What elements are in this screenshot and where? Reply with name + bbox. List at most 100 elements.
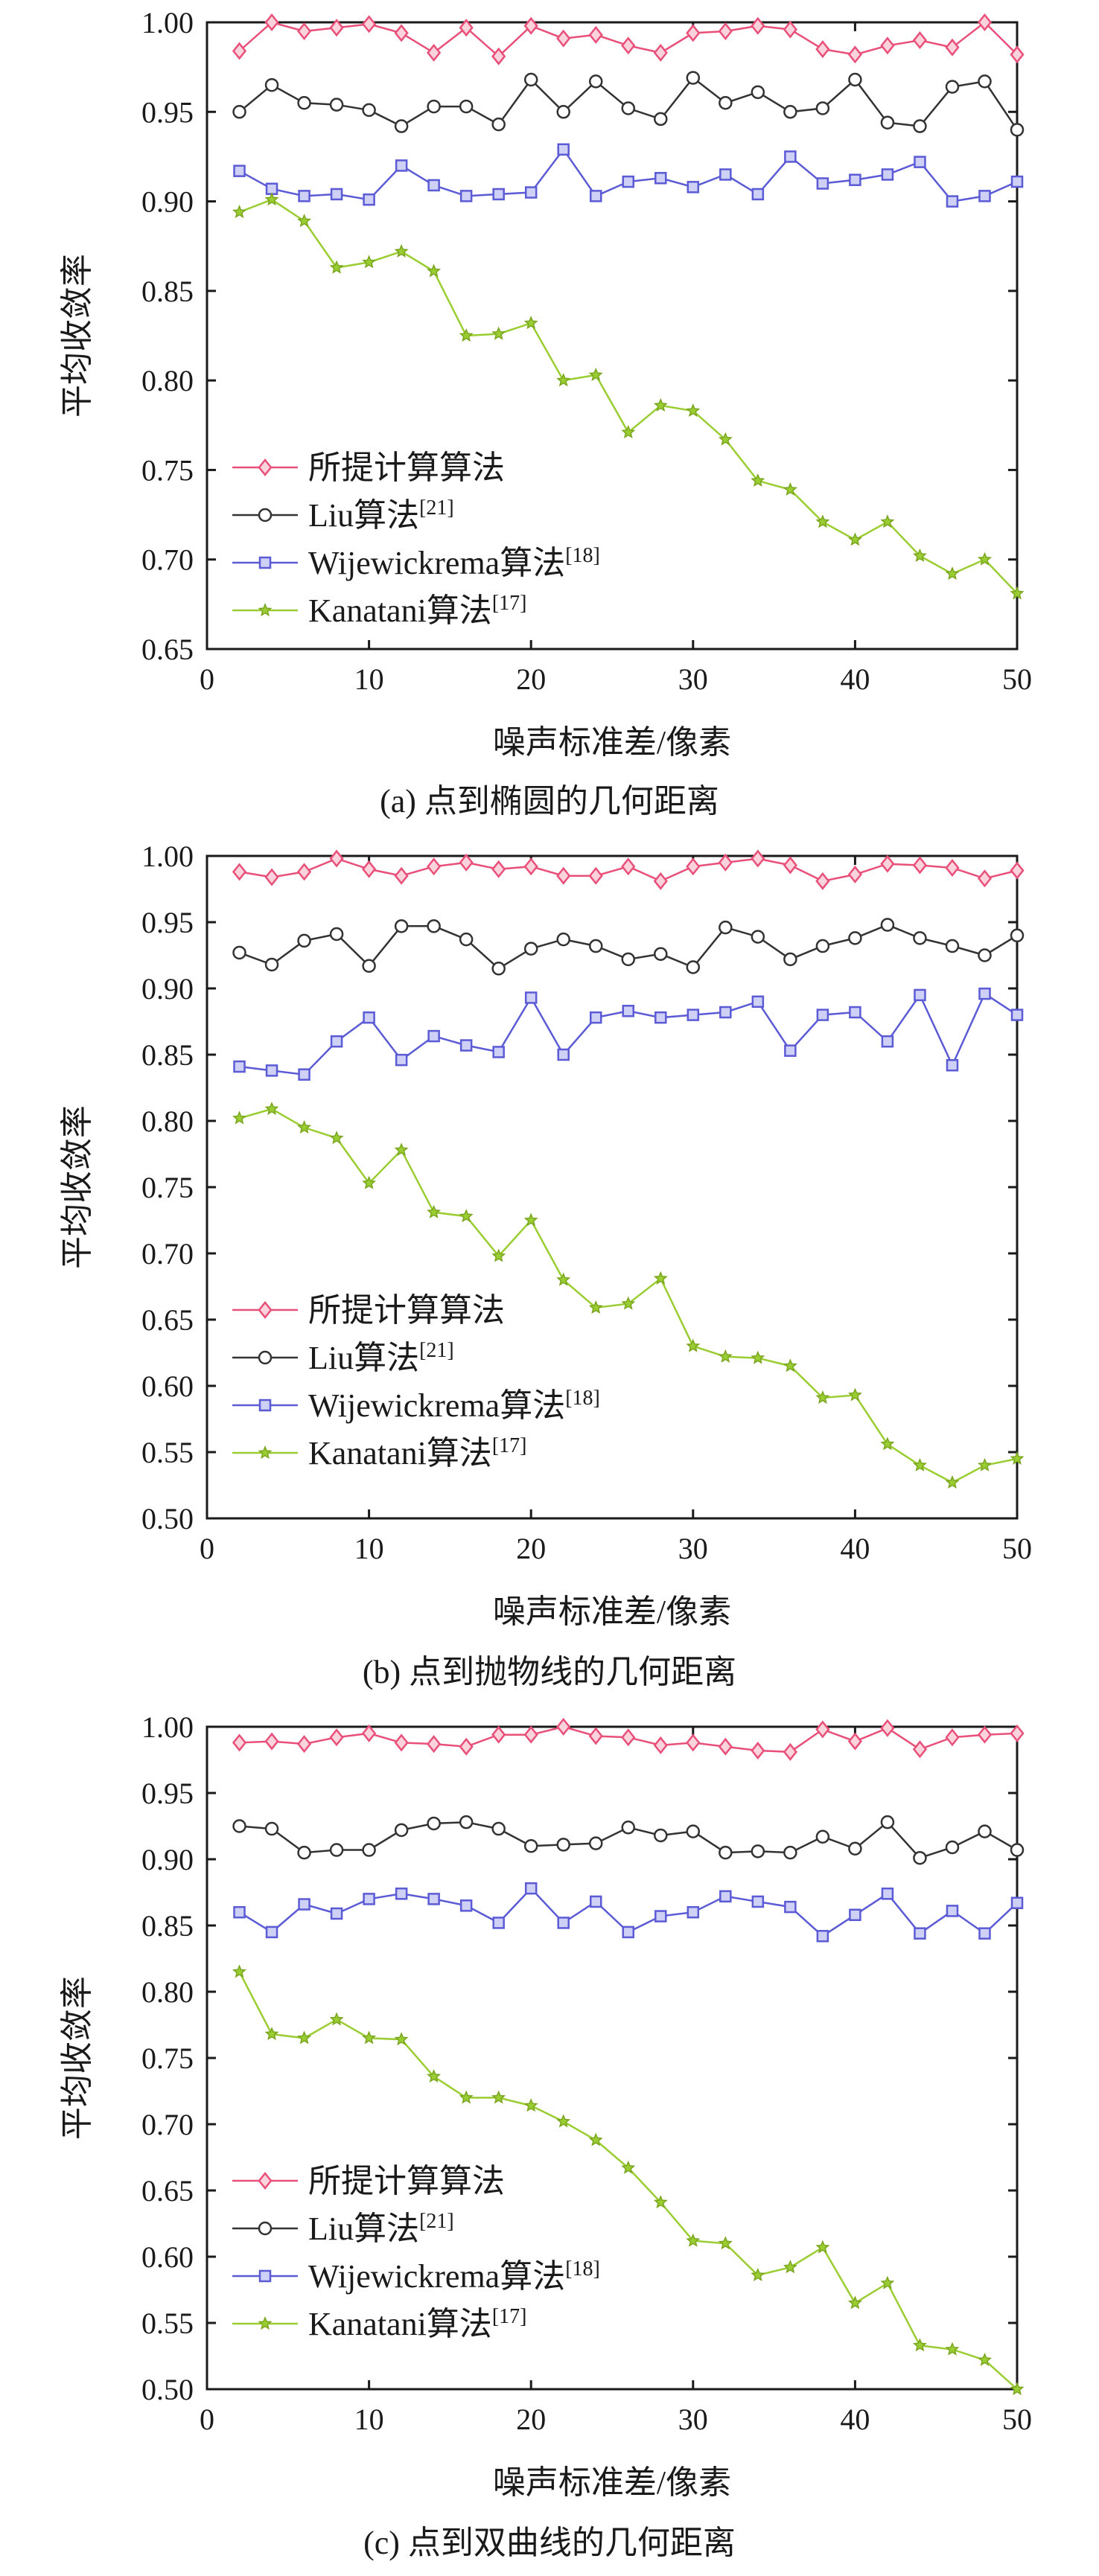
data-point: [978, 2352, 992, 2366]
data-point: [362, 255, 377, 269]
data-point: [913, 1850, 927, 1865]
data-point: [329, 260, 344, 274]
data-point: [589, 1895, 602, 1908]
legend-marker: [258, 1445, 273, 1460]
data-point: [297, 1845, 311, 1860]
y-tick-label: 0.65: [141, 2174, 194, 2208]
data-point: [783, 482, 797, 496]
data-point: [427, 179, 440, 192]
series-3: [232, 1964, 1025, 2396]
data-point: [523, 316, 538, 330]
data-point: [329, 2012, 344, 2026]
chart-panel-b: 0.50 0.55 0.60 0.65 0.70 0.75 0.80 0.85 0.90 0.95…: [0, 834, 1099, 1690]
data-point: [557, 1048, 570, 1061]
data-point: [394, 919, 409, 933]
data-point: [977, 1725, 993, 1744]
data-point: [816, 1929, 829, 1943]
y-tick-label: 0.70: [141, 543, 194, 577]
data-point: [297, 933, 311, 948]
legend-marker: [258, 603, 273, 617]
data-point: [816, 1009, 829, 1021]
y-tick-label: 0.65: [141, 633, 194, 666]
data-point: [880, 514, 895, 528]
legend-entry-label: Wijewickrema算法[18]: [308, 544, 600, 581]
data-point: [751, 1895, 765, 1908]
data-point: [362, 1175, 377, 1189]
data-point: [1010, 45, 1025, 64]
data-point: [588, 939, 603, 953]
data-point: [847, 2295, 862, 2310]
data-point: [686, 403, 701, 418]
data-point: [912, 2338, 927, 2352]
data-point: [427, 263, 442, 278]
data-point: [556, 373, 571, 387]
data-point: [459, 853, 474, 872]
data-point: [654, 1910, 667, 1923]
data-point: [264, 13, 279, 32]
data-point: [523, 72, 538, 87]
x-axis-label: 噪声标准差/像素: [493, 2464, 731, 2501]
data-point: [556, 2114, 571, 2128]
data-point: [621, 1728, 636, 1747]
data-point: [913, 119, 927, 133]
y-axis-label: 平均收敛率: [59, 254, 95, 418]
data-point: [653, 2195, 668, 2209]
data-point: [523, 1725, 538, 1744]
plot-frame: [206, 21, 1019, 651]
data-point: [881, 168, 894, 181]
data-point: [849, 173, 861, 186]
x-tick-label: 10: [354, 1532, 384, 1565]
legend: 所提计算算法 Liu算法[21] Wijewickrema算法[18] Kanatan…: [232, 1292, 600, 1471]
y-tick-label: 0.75: [141, 453, 194, 487]
data-point: [588, 2132, 603, 2147]
y-tick-label: 1.00: [141, 1710, 194, 1744]
chart-panel-c: 0.50 0.55 0.60 0.65 0.70 0.75 0.80 0.85 0.90 0.95…: [0, 1704, 1099, 2561]
y-axis-label: 平均收敛率: [59, 1976, 95, 2140]
y-tick-label: 0.60: [141, 1370, 194, 1403]
data-point: [523, 16, 538, 35]
data-point: [232, 42, 247, 60]
data-point: [977, 869, 993, 888]
data-point: [264, 1732, 279, 1751]
legend-entry-label: 所提计算算法: [308, 450, 505, 486]
series-line: [238, 147, 1018, 202]
data-point: [686, 857, 701, 876]
legend-marker: [258, 458, 273, 477]
data-point: [362, 1843, 376, 1857]
legend-marker: [258, 1350, 273, 1365]
chart-caption: (c) 点到双曲线的几何距离: [363, 2525, 736, 2561]
data-point: [945, 1474, 960, 1489]
data-point: [912, 31, 928, 50]
data-point: [719, 1845, 733, 1860]
data-point: [363, 193, 375, 206]
data-point: [588, 74, 603, 89]
data-point: [427, 43, 442, 62]
data-point: [232, 945, 246, 960]
data-point: [232, 1964, 246, 1978]
data-point: [491, 860, 506, 878]
data-point: [265, 1925, 278, 1939]
data-point: [556, 866, 571, 885]
data-point: [977, 13, 993, 32]
data-point: [427, 1816, 441, 1831]
data-point: [847, 1387, 862, 1402]
data-point: [492, 1917, 505, 1929]
data-point: [556, 932, 570, 947]
chart-c: 0.50 0.55 0.60 0.65 0.70 0.75 0.80 0.85 0.90 0.95…: [59, 1710, 1032, 2501]
y-tick-label: 0.80: [141, 1975, 194, 2009]
data-point: [459, 932, 474, 947]
x-tick-label: 0: [200, 1532, 214, 1565]
series-2: [233, 1882, 1024, 1943]
data-point: [1010, 123, 1025, 137]
data-point: [1010, 928, 1025, 943]
data-point: [913, 931, 927, 945]
legend-marker: [258, 2221, 273, 2236]
data-point: [751, 188, 765, 201]
data-point: [362, 103, 376, 118]
data-point: [427, 2068, 442, 2083]
x-tick-label: 50: [1002, 1532, 1032, 1565]
data-point: [329, 98, 344, 112]
data-point: [914, 988, 926, 1002]
y-tick-label: 0.75: [141, 1171, 194, 1204]
x-tick-label: 10: [354, 2403, 384, 2436]
